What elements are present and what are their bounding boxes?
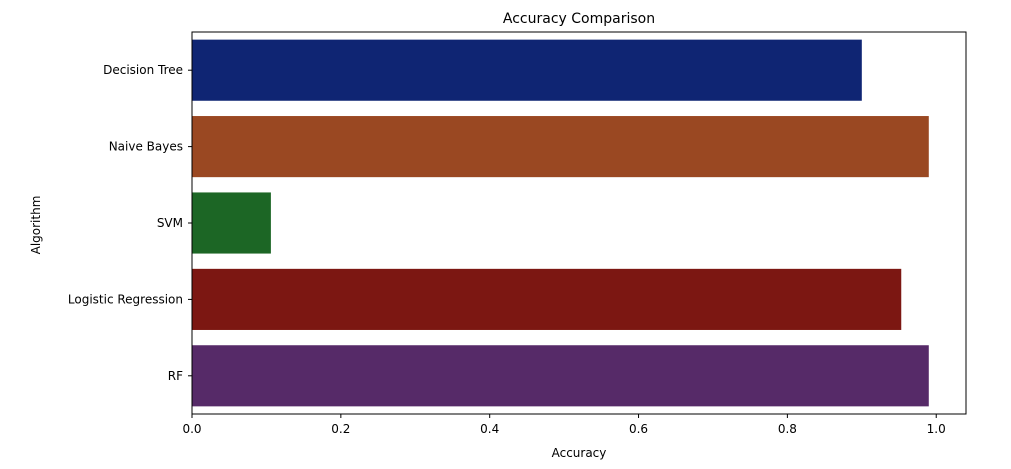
x-axis-ticks: 0.0 0.2 0.4 0.6 0.8 1.0: [182, 414, 946, 436]
x-tick-label: 0.6: [629, 422, 648, 436]
x-tick-label: 0.4: [480, 422, 499, 436]
x-tick-label: 1.0: [927, 422, 946, 436]
bar-svm: [192, 192, 271, 254]
x-axis-label: Accuracy: [552, 446, 607, 460]
bar-decision-tree: [192, 39, 862, 101]
y-axis-label: Algorithm: [29, 196, 43, 255]
y-tick-label: SVM: [157, 216, 183, 230]
y-tick-label: Naive Bayes: [109, 140, 183, 154]
y-axis-ticks: Decision Tree Naive Bayes SVM Logistic Regr…: [68, 63, 192, 383]
x-tick-label: 0.2: [331, 422, 350, 436]
y-tick-label: Logistic Regression: [68, 292, 183, 306]
x-tick-label: 0.0: [182, 422, 201, 436]
y-tick-label: RF: [168, 369, 183, 383]
bar-rf: [192, 345, 929, 407]
bar-naive-bayes: [192, 116, 929, 178]
bars-group: [192, 39, 929, 407]
chart-title: Accuracy Comparison: [503, 11, 655, 27]
bar-logistic-regression: [192, 268, 902, 330]
x-tick-label: 0.8: [778, 422, 797, 436]
y-tick-label: Decision Tree: [103, 63, 183, 77]
